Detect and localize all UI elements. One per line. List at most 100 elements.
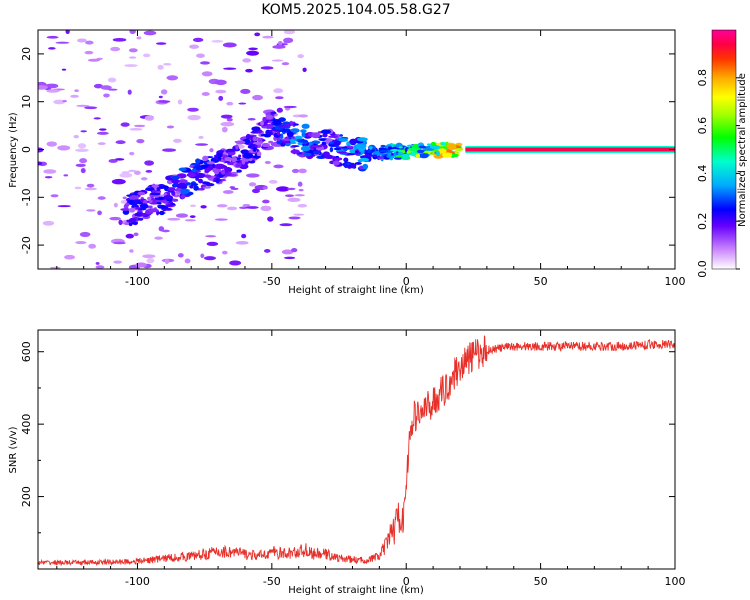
spectrogram-speckle — [200, 253, 205, 259]
spectrogram-speckle — [156, 42, 167, 45]
spectrogram-speckle — [57, 145, 71, 151]
spectrogram-speckle — [135, 262, 147, 268]
spectrogram-ridge-blob — [245, 133, 251, 140]
spectrogram-speckle — [53, 99, 66, 105]
spectrogram-ridge-blob — [280, 142, 286, 147]
spectrogram-speckle — [42, 220, 55, 226]
spectrogram-speckle — [284, 194, 295, 198]
spectrogram-speckle — [86, 183, 95, 188]
spectrogram-ridge-blob — [346, 152, 356, 156]
spectrogram-speckle — [283, 30, 296, 35]
spectrogram-speckle — [142, 53, 151, 58]
spectrogram-ridge-blob — [378, 147, 387, 151]
spectrogram-speckle — [57, 205, 71, 208]
spectrogram-x-tick-label: 100 — [665, 275, 686, 288]
spectrogram-ridge-blob — [407, 147, 417, 151]
spectrogram-ridge-blob — [335, 141, 341, 146]
spectrogram-speckle — [134, 170, 141, 175]
spectrogram-ridge-blob — [138, 217, 144, 221]
spectrogram-speckle — [77, 38, 87, 43]
spectrogram-ridge-blob — [241, 158, 246, 165]
snr-y-tick-label: 200 — [20, 486, 33, 507]
spectrogram-ridge-blob — [220, 169, 226, 175]
spectrogram-speckle — [79, 231, 91, 237]
spectrogram-speckle — [238, 102, 247, 105]
spectrogram-ridge-blob — [338, 138, 349, 142]
spectrogram-speckle — [283, 105, 297, 109]
spectrogram-speckle — [95, 261, 100, 265]
spectrogram-speckle — [70, 94, 79, 98]
spectrogram-ridge-blob — [166, 179, 173, 185]
spectrogram-speckle — [229, 260, 242, 266]
spectrogram-band — [465, 147, 675, 152]
spectrogram-speckle — [281, 62, 290, 66]
spectrogram-speckle — [119, 172, 133, 178]
spectrogram-ridge-blob — [343, 157, 349, 163]
spectrogram-ridge-blob — [390, 148, 399, 152]
spectrogram-ridge-blob — [229, 171, 239, 175]
spectrogram-ridge-blob — [235, 144, 239, 150]
snr-frame — [37, 329, 676, 570]
spectrogram-speckle — [136, 36, 142, 40]
snr-x-tick-label: 100 — [665, 575, 686, 588]
spectrogram-ridge-blob — [206, 161, 216, 165]
snr-ticks: -100 -50 0 50 100 200 400 600 — [20, 330, 686, 588]
spectrogram-ridge-blob — [325, 138, 330, 145]
spectrogram-speckle — [115, 140, 126, 145]
spectrogram-speckle — [264, 160, 271, 165]
spectrogram-speckle — [273, 88, 284, 94]
figure-title: KOM5.2025.104.05.58.G27 — [261, 2, 450, 18]
spectrogram-speckle — [189, 215, 196, 218]
spectrogram-speckle — [144, 115, 155, 121]
spectrogram-ridge-blob — [120, 208, 131, 211]
colorbar-label: Normalized spectral amplitude — [737, 73, 748, 227]
spectrogram-ridge-blob — [437, 148, 447, 154]
spectrogram-ridge-blob — [189, 184, 194, 189]
spectrogram-ridge-blob — [139, 203, 149, 209]
spectrogram-speckle — [291, 247, 298, 253]
spectrogram-speckle — [113, 202, 118, 208]
spectrogram-ridge-blob — [260, 120, 265, 126]
spectrogram-ridge-blob — [171, 198, 179, 202]
spectrogram-speckle — [109, 216, 121, 221]
spectrogram-speckle — [187, 107, 199, 112]
spectrogram-ridge-blob — [281, 128, 292, 133]
spectrogram-speckle — [275, 96, 284, 100]
spectrogram-speckle — [218, 95, 224, 101]
spectrogram-speckle — [100, 85, 112, 90]
spectrogram-speckle — [247, 117, 256, 121]
spectrogram-speckle — [192, 37, 204, 43]
spectrogram-speckle — [55, 41, 70, 44]
spectrogram-speckle — [128, 56, 137, 59]
spectrogram-speckle — [167, 217, 181, 221]
spectrogram-y-axis-label: Frequency (Hz) — [8, 112, 19, 188]
spectrogram-speckle — [65, 30, 70, 35]
spectrogram-speckle — [288, 216, 301, 220]
spectrogram-speckle — [84, 50, 94, 55]
spectrogram-ridge-blob — [151, 185, 158, 188]
spectrogram-speckle — [120, 122, 130, 127]
spectrogram-speckle — [128, 48, 138, 53]
spectrogram-speckle — [46, 89, 60, 93]
spectrogram-ridge-blob — [201, 181, 211, 185]
spectrogram-ridge-blob — [311, 132, 321, 139]
spectrogram-speckle — [276, 107, 283, 113]
spectrogram-speckle — [216, 204, 228, 208]
spectrogram-speckle — [221, 126, 228, 133]
spectrogram-ridge-blob — [239, 164, 248, 167]
spectrogram-speckle — [226, 101, 234, 106]
spectrogram-ridge-blob — [397, 152, 404, 156]
spectrogram-x-tick-label: -100 — [125, 275, 150, 288]
spectrogram-ridge-blob — [328, 135, 338, 138]
spectrogram-speckle — [206, 241, 219, 246]
spectrogram-ridge-blob — [195, 158, 201, 164]
spectrogram-ridge-blob — [180, 188, 190, 195]
spectrogram-speckle — [260, 205, 272, 212]
spectrogram-speckle — [75, 148, 89, 153]
spectrogram-ridge-blob — [418, 145, 427, 149]
spectrogram-speckle — [203, 256, 216, 261]
spectrogram-speckle — [108, 158, 118, 163]
spectrogram-ridge-blob — [235, 163, 242, 168]
snr-x-tick-label: 0 — [403, 575, 410, 588]
spectrogram-speckle — [166, 75, 179, 81]
